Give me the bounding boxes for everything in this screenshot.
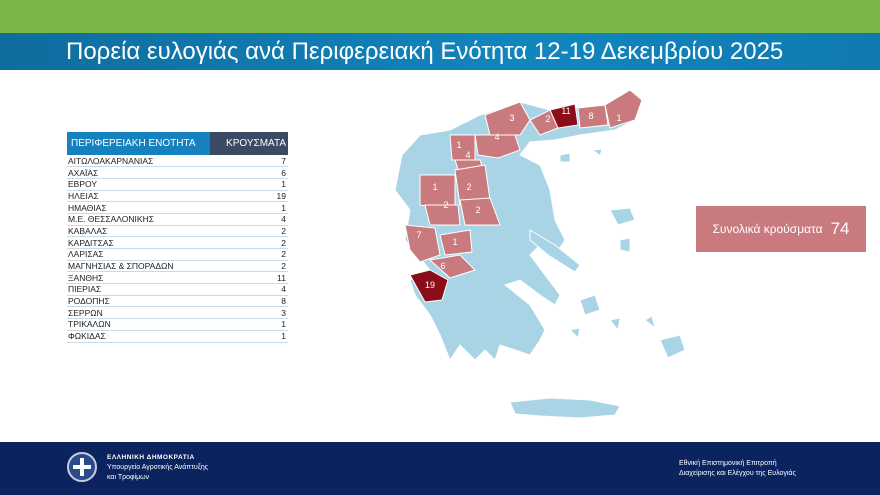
table-row: ΤΡΙΚΑΛΩΝ 1	[67, 318, 288, 331]
region-name: ΗΜΑΘΙΑΣ	[67, 201, 210, 214]
map-case-label: 1	[616, 113, 621, 123]
case-count: 2	[210, 236, 288, 249]
map-case-label: 7	[416, 230, 421, 240]
region-name: Μ.Ε. ΘΕΣΣΑΛΟΝΙΚΗΣ	[67, 213, 210, 226]
map-region-lesvos	[609, 207, 636, 226]
table-row: ΕΒΡΟΥ 1	[67, 178, 288, 191]
region-name: ΜΑΓΝΗΣΙΑΣ & ΣΠΟΡΑΔΩΝ	[67, 260, 210, 273]
committee-name: Εθνική Επιστημονική Επιτροπή Διαχείρισης…	[679, 459, 796, 479]
table-row: ΞΑΝΘΗΣ 11	[67, 271, 288, 285]
case-count: 6	[210, 166, 288, 179]
map-region-thasos	[559, 152, 571, 163]
map-case-label: 4	[494, 132, 499, 142]
map-region-dodecanese	[644, 315, 686, 359]
map-case-label: 6	[440, 261, 445, 271]
table-row: ΡΟΔΟΠΗΣ 8	[67, 295, 288, 308]
region-name: ΑΧΑΪΑΣ	[67, 166, 210, 179]
case-count: 8	[210, 295, 288, 308]
map-case-label: 2	[466, 182, 471, 192]
greek-emblem-icon	[67, 452, 97, 482]
case-count: 1	[210, 201, 288, 214]
map-region-cyclades	[568, 294, 621, 340]
total-cases-label: Συνολικά κρούσματα	[712, 222, 823, 236]
column-header-region: ΠΕΡΙΦΕΡΕΙΑΚΗ ΕΝΟΤΗΤΑ	[67, 132, 210, 155]
region-name: ΗΛΕΙΑΣ	[67, 190, 210, 203]
case-count: 1	[210, 330, 288, 343]
map-case-label: 2	[545, 114, 550, 124]
region-name: ΡΟΔΟΠΗΣ	[67, 295, 210, 308]
map-case-label: 3	[509, 113, 514, 123]
map-case-label: 1	[432, 182, 437, 192]
region-name: ΤΡΙΚΑΛΩΝ	[67, 318, 210, 331]
table-row: ΠΙΕΡΙΑΣ 4	[67, 283, 288, 296]
map-case-label: 1	[452, 237, 457, 247]
region-name: ΚΑΒΑΛΑΣ	[67, 225, 210, 238]
top-accent-bar	[0, 0, 880, 33]
case-count: 7	[210, 155, 288, 168]
region-name: ΣΕΡΡΩΝ	[67, 306, 210, 320]
map-region-euboea	[529, 229, 581, 273]
map-case-label: 4	[465, 150, 470, 160]
table-row: ΣΕΡΡΩΝ 3	[67, 306, 288, 320]
map-case-label: 11	[561, 106, 570, 116]
table-row: ΜΑΓΝΗΣΙΑΣ & ΣΠΟΡΑΔΩΝ 2	[67, 260, 288, 273]
ministry-line-1: Υπουργείο Αγροτικής Ανάπτυξης	[107, 464, 209, 471]
table-row: ΑΙΤΩΛΟΑΚΑΡΝΑΝΙΑΣ 7	[67, 155, 288, 168]
case-count: 4	[210, 283, 288, 296]
map-case-label: 2	[443, 200, 448, 210]
region-name: ΞΑΝΘΗΣ	[67, 271, 210, 285]
region-name: ΚΑΡΔΙΤΣΑΣ	[67, 236, 210, 249]
table-row: ΗΜΑΘΙΑΣ 1	[67, 201, 288, 214]
case-count: 2	[210, 225, 288, 238]
map-case-label: 19	[425, 280, 435, 290]
case-count: 2	[210, 248, 288, 261]
table-row: ΑΧΑΪΑΣ 6	[67, 166, 288, 179]
case-count: 11	[210, 271, 288, 285]
total-cases-box: Συνολικά κρούσματα 74	[696, 206, 866, 252]
footer: ΕΛΛΗΝΙΚΗ ΔΗΜΟΚΡΑΤΙΑ Υπουργείο Αγροτικής …	[0, 442, 880, 495]
column-header-cases: ΚΡΟΥΣΜΑΤΑ	[210, 132, 288, 155]
page-title: Πορεία ευλογιάς ανά Περιφερειακή Ενότητα…	[0, 33, 880, 70]
case-count: 4	[210, 213, 288, 226]
map-region-crete	[509, 397, 621, 419]
map-region-samothrace	[591, 148, 603, 157]
ministry-name: ΕΛΛΗΝΙΚΗ ΔΗΜΟΚΡΑΤΙΑ Υπουργείο Αγροτικής …	[107, 453, 208, 483]
total-cases-value: 74	[830, 219, 850, 238]
region-name: ΛΑΡΙΣΑΣ	[67, 248, 210, 261]
table-row: ΦΩΚΙΔΑΣ 1	[67, 330, 288, 343]
map-region-chios	[619, 237, 631, 253]
table-row: ΚΑΒΑΛΑΣ 2	[67, 225, 288, 238]
ministry-line-2: και Τροφίμων	[107, 474, 150, 481]
committee-line-1: Εθνική Επιστημονική Επιτροπή	[679, 460, 777, 467]
case-count: 1	[210, 318, 288, 331]
map-case-label: 1	[456, 140, 461, 150]
cases-table: ΠΕΡΙΦΕΡΕΙΑΚΗ ΕΝΟΤΗΤΑ ΚΡΟΥΣΜΑΤΑ ΑΙΤΩΛΟΑΚΑ…	[67, 132, 288, 343]
case-count: 19	[210, 190, 288, 203]
case-count: 1	[210, 178, 288, 191]
table-row: ΛΑΡΙΣΑΣ 2	[67, 248, 288, 261]
region-name: ΠΙΕΡΙΑΣ	[67, 283, 210, 296]
committee-line-2: Διαχείρισης και Ελέγχου της Ευλογιάς	[679, 470, 796, 477]
map-case-label: 8	[588, 111, 593, 121]
region-name: ΦΩΚΙΔΑΣ	[67, 330, 210, 343]
republic-label: ΕΛΛΗΝΙΚΗ ΔΗΜΟΚΡΑΤΙΑ	[107, 454, 195, 461]
case-count: 2	[210, 260, 288, 273]
table-row: ΗΛΕΙΑΣ 19	[67, 190, 288, 203]
region-name: ΕΒΡΟΥ	[67, 178, 210, 191]
table-row: Μ.Ε. ΘΕΣΣΑΛΟΝΙΚΗΣ 4	[67, 213, 288, 226]
region-name: ΑΙΤΩΛΟΑΚΑΡΝΑΝΙΑΣ	[67, 155, 210, 168]
table-row: ΚΑΡΔΙΤΣΑΣ 2	[67, 236, 288, 249]
case-count: 3	[210, 306, 288, 320]
map-case-label: 2	[475, 205, 480, 215]
